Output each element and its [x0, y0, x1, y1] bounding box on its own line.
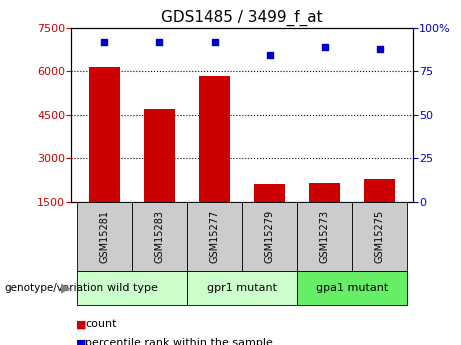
Title: GDS1485 / 3499_f_at: GDS1485 / 3499_f_at: [161, 10, 323, 26]
Point: [156, 39, 163, 44]
Point: [211, 39, 218, 44]
Bar: [77, 202, 132, 271]
Text: GSM15279: GSM15279: [265, 210, 275, 263]
Text: count: count: [85, 319, 117, 329]
Bar: [187, 271, 297, 305]
Bar: [352, 202, 407, 271]
Point: [376, 46, 383, 51]
Text: gpr1 mutant: gpr1 mutant: [207, 283, 277, 293]
Text: wild type: wild type: [106, 283, 157, 293]
Bar: [187, 202, 242, 271]
Point: [321, 44, 328, 50]
Text: GSM15277: GSM15277: [209, 210, 219, 263]
Bar: [297, 202, 352, 271]
Bar: [77, 271, 187, 305]
Bar: [242, 202, 297, 271]
Text: genotype/variation: genotype/variation: [5, 283, 104, 293]
Bar: [132, 202, 187, 271]
Text: GSM15273: GSM15273: [319, 210, 330, 263]
Bar: [365, 179, 395, 202]
Bar: [89, 67, 119, 202]
Bar: [254, 184, 285, 202]
Text: GSM15281: GSM15281: [100, 210, 109, 263]
Bar: [309, 183, 340, 202]
Text: gpa1 mutant: gpa1 mutant: [316, 283, 388, 293]
Bar: [297, 271, 407, 305]
Text: GSM15275: GSM15275: [375, 210, 384, 263]
Text: ■: ■: [76, 338, 87, 345]
Bar: [200, 76, 230, 202]
Point: [101, 39, 108, 44]
Point: [266, 53, 273, 58]
Text: percentile rank within the sample: percentile rank within the sample: [85, 338, 273, 345]
Bar: [144, 109, 175, 202]
Text: GSM15283: GSM15283: [154, 210, 165, 263]
Text: ▶: ▶: [61, 282, 71, 295]
Text: ■: ■: [76, 319, 87, 329]
